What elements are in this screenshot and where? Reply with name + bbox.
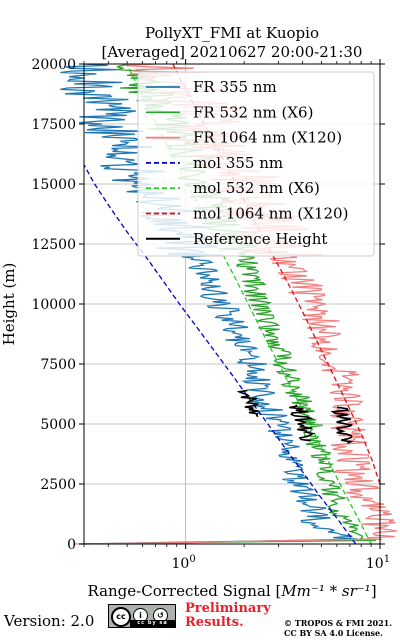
share-alike-icon: ↺ bbox=[153, 608, 168, 623]
legend-label: FR 532 nm (X6) bbox=[193, 103, 313, 121]
y-tick-label: 12500 bbox=[31, 237, 76, 253]
x-tick-label: 101 bbox=[366, 554, 390, 572]
copyright-line-1: © TROPOS & FMI 2021. bbox=[284, 618, 393, 628]
copyright-note: © TROPOS & FMI 2021. CC BY SA 4.0 Licens… bbox=[284, 618, 392, 638]
y-tick-label: 10000 bbox=[31, 297, 76, 313]
preliminary-note: Preliminary Results. bbox=[185, 602, 271, 630]
legend-label: Reference Height bbox=[193, 230, 327, 248]
legend-label: FR 1064 nm (X120) bbox=[193, 129, 342, 147]
results-text: Results. bbox=[185, 615, 244, 630]
x-tick-exponent: 0 bbox=[189, 554, 195, 565]
y-tick-label: 15000 bbox=[31, 177, 76, 193]
version-label: Version: 2.0 bbox=[4, 612, 95, 630]
x-axis-label-part-1: Mm⁻¹ * sr⁻¹ bbox=[280, 582, 370, 600]
legend: FR 355 nm FR 532 nm (X6) FR 1064 nm (X120)… bbox=[137, 71, 375, 257]
y-tick-label: 0 bbox=[67, 537, 76, 553]
preliminary-text: Preliminary bbox=[185, 601, 271, 616]
legend-label: mol 1064 nm (X120) bbox=[193, 205, 348, 223]
legend-box bbox=[137, 71, 375, 257]
series-line-6 bbox=[236, 389, 260, 418]
x-axis-label-part-0: Range-Corrected Signal [ bbox=[87, 582, 281, 600]
cc-icon: cc bbox=[111, 607, 131, 627]
legend-label: mol 355 nm bbox=[193, 154, 283, 172]
y-tick-label: 7500 bbox=[40, 357, 76, 373]
y-tick-label: 17500 bbox=[31, 117, 76, 133]
legend-label: FR 355 nm bbox=[193, 78, 277, 96]
cc-license-text: cc by sa bbox=[130, 620, 175, 627]
copyright-line-2: CC BY SA 4.0 License. bbox=[284, 628, 383, 638]
series-line-6 bbox=[330, 406, 354, 444]
y-tick-label: 5000 bbox=[40, 417, 76, 433]
y-axis-label: Height (m) bbox=[0, 263, 18, 346]
y-tick-label: 2500 bbox=[40, 477, 76, 493]
x-tick-exponent: 1 bbox=[384, 554, 390, 565]
series-line-6 bbox=[289, 404, 316, 442]
legend-label: mol 532 nm (X6) bbox=[193, 179, 320, 197]
x-axis-label-part-2: ] bbox=[371, 582, 377, 600]
y-tick-label: 20000 bbox=[31, 57, 76, 73]
series-line-3 bbox=[83, 164, 357, 545]
chart-title: PollyXT_FMI at Kuopio bbox=[145, 24, 319, 42]
cc-license-badge: cc i ↺ cc by sa bbox=[108, 604, 176, 628]
x-axis-label: Range-Corrected Signal [Mm⁻¹ * sr⁻¹] bbox=[87, 582, 376, 600]
x-tick-label: 100 bbox=[172, 554, 196, 572]
chart-subtitle: [Averaged] 20210627 20:00-21:30 bbox=[102, 43, 363, 61]
